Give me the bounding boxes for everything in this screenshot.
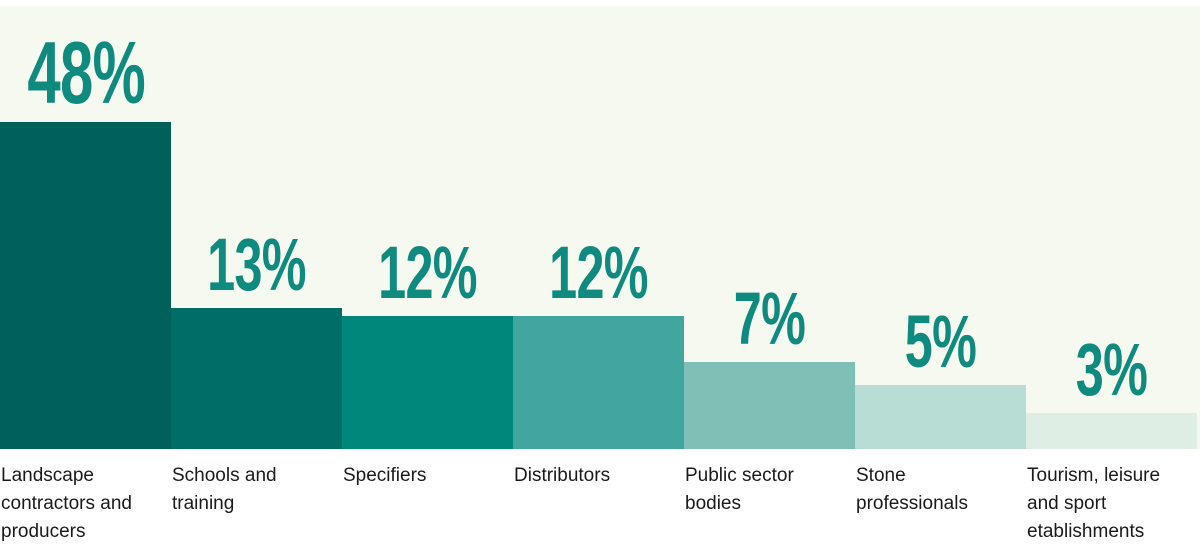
bar-6 [1026, 413, 1197, 449]
data-label: 7% [733, 276, 806, 360]
category-label: Schools and training [172, 465, 277, 514]
data-label: 12% [549, 230, 648, 314]
category-label: Distributors [514, 465, 611, 486]
bar-1 [171, 308, 342, 449]
category-label: Specifiers [343, 465, 427, 486]
category-label: Public sector bodies [685, 465, 794, 514]
bar-2 [342, 316, 513, 449]
data-label: 5% [904, 299, 977, 383]
data-label: 12% [378, 230, 477, 314]
category-label: Landscape contractors and producers [1, 465, 132, 542]
data-label: 13% [207, 223, 306, 306]
bar-4 [684, 361, 855, 449]
data-label: 48% [27, 23, 146, 123]
data-label: 3% [1075, 327, 1148, 411]
category-label: Tourism, leisure and sport etablishments [1027, 465, 1161, 542]
category-label: Stone professionals [856, 465, 968, 514]
bar-3 [513, 316, 684, 449]
bar-0 [0, 122, 171, 449]
bar-5 [855, 384, 1026, 449]
